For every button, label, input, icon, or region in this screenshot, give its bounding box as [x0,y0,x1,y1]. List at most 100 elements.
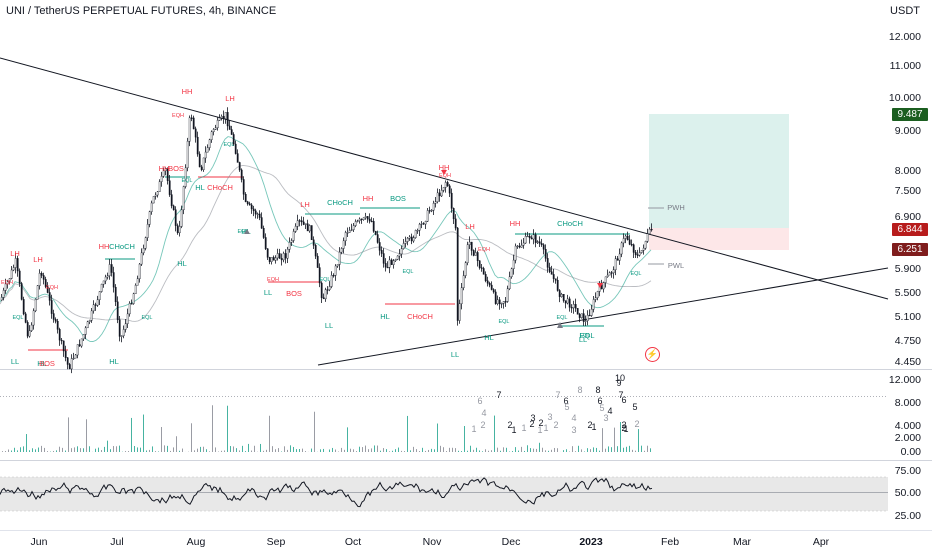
candle-body [544,249,547,259]
candle-body [166,168,169,181]
candle-body [342,240,345,249]
candle-body [132,293,135,304]
count-label: 7 [555,390,560,400]
volume-bar [32,448,33,452]
equal-level-label: EQL [237,229,248,235]
structure-label: HL [195,183,205,192]
volume-bar [170,450,171,452]
candle-body [428,210,431,212]
candle-body [550,271,553,275]
volume-tick: 12.000 [889,374,921,386]
candle-body [242,179,245,195]
candle-body [118,319,121,337]
volume-bar [344,449,345,452]
volume-bar [263,450,264,452]
ema-slow-line [0,164,652,322]
volume-bar [302,448,303,452]
volume-bar [461,451,462,452]
volume-bar [569,451,570,452]
volume-bar [242,445,243,452]
candle-body [220,116,223,119]
volume-bar [83,448,84,452]
candle-body [196,136,199,155]
target-price-tag: 9.487 [892,108,928,121]
candle-body [276,253,279,259]
structure-label: BOS [168,164,184,173]
candle-body [302,221,305,225]
candle-body [288,242,291,250]
volume-bar [38,447,39,452]
candle-body [364,216,367,218]
volume-bar [512,451,513,452]
candle-body [514,245,517,261]
volume-axis[interactable]: 12.000 8.000 4.000 2.000 0.00 [889,374,921,458]
structure-label: LL [325,321,333,330]
candle-body [336,264,339,267]
candle-body [618,253,621,261]
structure-label: BOS [286,289,302,298]
volume-bar [59,446,60,452]
volume-bar [47,451,48,452]
candle-body [446,182,449,187]
volume-bar [566,449,567,452]
candle-body [156,191,159,196]
count-label: 5 [632,402,637,412]
ascending-trendline[interactable] [317,267,889,366]
volume-bar [104,446,105,452]
long-target-zone[interactable] [649,114,789,228]
lightning-icon[interactable]: ⚡ [645,347,660,362]
candle-body [258,213,261,218]
candle-body [320,282,323,298]
volume-bar [407,415,408,452]
volume-tick: 2.000 [895,432,921,444]
rsi-band [0,477,888,511]
candle-body [36,285,39,300]
candle-body [108,264,111,276]
time-tick: Dec [502,536,521,548]
volume-bar [524,450,525,452]
time-axis[interactable]: Jun Jul Aug Sep Oct Nov Dec 2023 Feb Mar… [31,536,830,548]
candle-body [402,243,405,249]
candle-body [114,286,117,303]
volume-bar [278,448,279,452]
volume-bar [197,448,198,452]
volume-bar [455,448,456,452]
candle-body [496,299,499,304]
candle-body [58,329,61,341]
candle-body [218,117,221,121]
candle-body [102,280,105,285]
equal-level-label: EQL [556,315,567,321]
candle-body [344,232,347,242]
volume-tick: 0.00 [901,446,922,458]
candle-body [142,248,145,254]
candle-body [570,307,573,309]
candle-body [130,303,133,305]
long-stop-zone[interactable] [649,228,789,250]
candle-body [556,280,559,291]
volume-bar [419,451,420,452]
candle-body [168,180,171,195]
candle-body [48,292,51,301]
candle-body [440,190,443,197]
currency-label[interactable]: USDT [890,5,920,17]
price-candles[interactable] [0,107,653,374]
candle-body [42,275,45,280]
candle-body [96,299,99,306]
signal-triangle-icon [441,170,447,175]
candle-body [584,320,587,322]
symbol-title[interactable]: UNI / TetherUS PERPETUAL FUTURES, 4h, BI… [6,5,277,17]
candle-body [396,255,399,260]
descending-trendline[interactable] [0,57,889,300]
price-axis[interactable]: 12.000 11.000 10.000 9.000 8.000 7.500 6… [889,31,921,368]
candle-body [568,298,571,308]
candle-body [150,202,153,212]
rsi-axis[interactable]: 75.00 50.00 25.00 [895,465,921,522]
time-tick: Aug [187,536,206,548]
volume-bar [260,443,261,452]
volume-bar [362,447,363,452]
equal-level-label: EQH [267,277,279,283]
candle-body [404,241,407,244]
candle-body [528,235,531,239]
structure-label: LL [264,288,272,297]
